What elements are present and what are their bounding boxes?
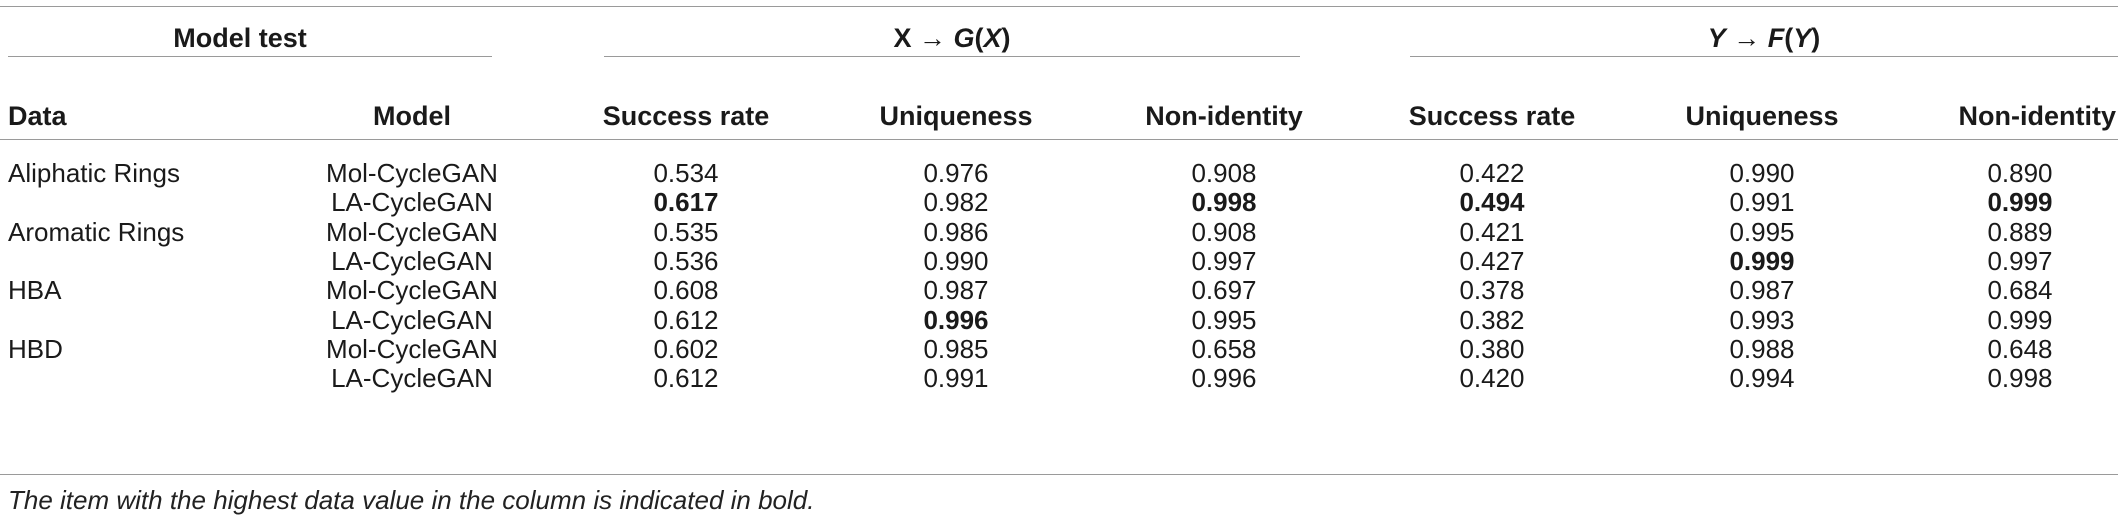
bottom-rule xyxy=(0,474,2118,475)
cell-value: 0.996 xyxy=(1191,363,1257,393)
cell-value: 0.382 xyxy=(1459,305,1525,335)
cell-value: 0.612 xyxy=(653,305,719,335)
y-to-fy-open: ( xyxy=(1784,23,1794,53)
column-header-success-rate-y: Success rate xyxy=(1408,101,1576,131)
cell-model: Mol-CycleGAN xyxy=(326,158,498,188)
y-to-fy-func: F xyxy=(1767,23,1785,53)
cell-model: LA-CycleGAN xyxy=(331,363,493,393)
cell-value: 0.997 xyxy=(1191,246,1257,276)
table-footnote: The item with the highest data value in … xyxy=(8,485,815,515)
cell-value: 0.380 xyxy=(1459,334,1525,364)
y-to-fy-arrow: → xyxy=(1725,23,1768,53)
cell-data: Aromatic Rings xyxy=(8,217,185,247)
x-to-gx-arg: X xyxy=(983,23,1002,53)
column-header-model: Model xyxy=(373,101,451,131)
cell-model: Mol-CycleGAN xyxy=(326,275,498,305)
cell-value: 0.608 xyxy=(653,275,719,305)
cell-value: 0.421 xyxy=(1459,217,1525,247)
cell-value: 0.648 xyxy=(1987,334,2053,364)
cell-value: 0.988 xyxy=(1729,334,1795,364)
cell-model: Mol-CycleGAN xyxy=(326,334,498,364)
cell-value: 0.976 xyxy=(923,158,989,188)
cell-value: 0.536 xyxy=(653,246,719,276)
cell-value: 0.991 xyxy=(923,363,989,393)
group-rule-x-to-gx xyxy=(604,56,1300,57)
column-header-non-identity-y: Non-identity xyxy=(1958,101,2116,131)
cell-value: 0.908 xyxy=(1191,158,1257,188)
cell-value: 0.494 xyxy=(1459,187,1525,217)
cell-value: 0.658 xyxy=(1191,334,1257,364)
cell-value: 0.993 xyxy=(1729,305,1795,335)
cell-value: 0.378 xyxy=(1459,275,1525,305)
cell-value: 0.535 xyxy=(653,217,719,247)
header-rule xyxy=(0,139,2118,140)
cell-value: 0.999 xyxy=(1987,187,2053,217)
cell-value: 0.982 xyxy=(923,187,989,217)
cell-value: 0.990 xyxy=(1729,158,1795,188)
cell-model: LA-CycleGAN xyxy=(331,246,493,276)
column-header-non-identity-x: Non-identity xyxy=(1145,101,1303,131)
model-test-label: Model test xyxy=(173,23,307,53)
cell-value: 0.617 xyxy=(653,187,719,217)
cell-value: 0.908 xyxy=(1191,217,1257,247)
cell-value: 0.697 xyxy=(1191,275,1257,305)
cell-value: 0.995 xyxy=(1729,217,1795,247)
group-header-model-test: Model test xyxy=(80,25,400,52)
cell-value: 0.422 xyxy=(1459,158,1525,188)
cell-value: 0.889 xyxy=(1987,217,2053,247)
cell-value: 0.987 xyxy=(923,275,989,305)
cell-value: 0.996 xyxy=(923,305,989,335)
cell-model: LA-CycleGAN xyxy=(331,305,493,335)
cell-value: 0.999 xyxy=(1987,305,2053,335)
cell-value: 0.998 xyxy=(1987,363,2053,393)
cell-model: Mol-CycleGAN xyxy=(326,217,498,247)
cell-value: 0.420 xyxy=(1459,363,1525,393)
cell-value: 0.427 xyxy=(1459,246,1525,276)
y-to-fy-var: Y xyxy=(1707,23,1726,53)
y-to-fy-arg: Y xyxy=(1793,23,1812,53)
cell-data: Aliphatic Rings xyxy=(8,158,180,188)
y-to-fy-close: ) xyxy=(1811,23,1821,53)
column-header-uniqueness-x: Uniqueness xyxy=(879,101,1033,131)
column-header-data: Data xyxy=(8,101,67,131)
group-rule-y-to-fy xyxy=(1410,56,2118,57)
cell-value: 0.991 xyxy=(1729,187,1795,217)
cell-value: 0.534 xyxy=(653,158,719,188)
x-to-gx-open: ( xyxy=(974,23,984,53)
cell-value: 0.994 xyxy=(1729,363,1795,393)
cell-value: 0.987 xyxy=(1729,275,1795,305)
cell-data: HBA xyxy=(8,275,62,305)
cell-value: 0.999 xyxy=(1729,246,1795,276)
cell-value: 0.990 xyxy=(923,246,989,276)
cell-value: 0.998 xyxy=(1191,187,1257,217)
group-rule-model-test xyxy=(8,56,492,57)
cell-value: 0.602 xyxy=(653,334,719,364)
x-to-gx-close: ) xyxy=(1001,23,1011,53)
top-rule xyxy=(0,6,2118,7)
cell-value: 0.995 xyxy=(1191,305,1257,335)
cell-value: 0.612 xyxy=(653,363,719,393)
group-header-x-to-gx: X → G(X) xyxy=(604,25,1300,52)
cell-model: LA-CycleGAN xyxy=(331,187,493,217)
cell-value: 0.997 xyxy=(1987,246,2053,276)
x-to-gx-func: G xyxy=(953,23,975,53)
cell-value: 0.985 xyxy=(923,334,989,364)
column-header-success-rate-x: Success rate xyxy=(602,101,770,131)
cell-value: 0.986 xyxy=(923,217,989,247)
cell-data: HBD xyxy=(8,334,63,364)
group-header-y-to-fy: Y → F(Y) xyxy=(1410,25,2118,52)
cell-value: 0.684 xyxy=(1987,275,2053,305)
column-header-uniqueness-y: Uniqueness xyxy=(1685,101,1839,131)
x-to-gx-left: X → xyxy=(893,23,954,53)
cell-value: 0.890 xyxy=(1987,158,2053,188)
